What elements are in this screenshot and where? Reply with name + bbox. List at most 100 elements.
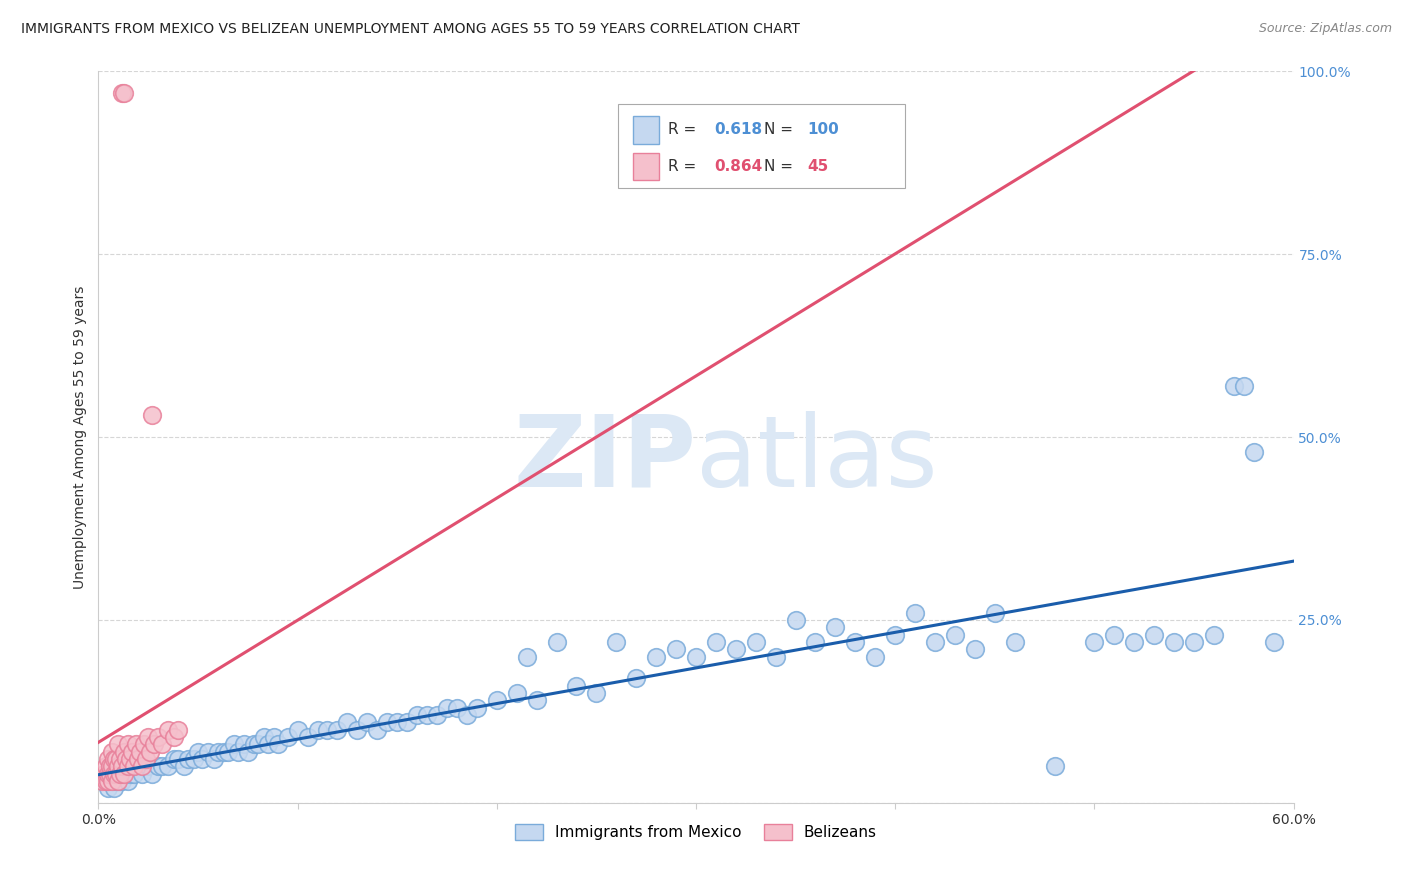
Point [105, 773, 128, 788]
Point [506, 686, 529, 700]
Point [124, 766, 146, 780]
Point [446, 700, 468, 714]
Text: 0.864: 0.864 [714, 159, 762, 174]
Point [232, 737, 254, 751]
Point [1043, 759, 1066, 773]
Point [117, 759, 139, 773]
Point [177, 752, 200, 766]
Point [98, 759, 122, 773]
Text: 100: 100 [807, 122, 839, 137]
Point [1004, 635, 1026, 649]
Point [112, 87, 135, 101]
Point [1233, 379, 1256, 393]
Point [112, 745, 135, 759]
Point [101, 745, 124, 759]
Point [207, 745, 229, 759]
Point [91, 773, 114, 788]
Point [107, 766, 129, 780]
Point [924, 635, 946, 649]
Point [191, 752, 214, 766]
Point [121, 745, 143, 759]
Point [943, 627, 966, 641]
Point [765, 649, 787, 664]
Point [665, 642, 688, 657]
Point [904, 606, 927, 620]
Point [236, 745, 259, 759]
Point [101, 773, 124, 788]
Point [97, 766, 120, 780]
Point [385, 715, 409, 730]
Point [963, 642, 986, 657]
Point [148, 730, 170, 744]
Point [127, 752, 149, 766]
Point [107, 759, 129, 773]
Text: Source: ZipAtlas.com: Source: ZipAtlas.com [1258, 22, 1392, 36]
Point [112, 766, 135, 780]
Point [103, 781, 125, 796]
Point [96, 773, 118, 788]
Bar [633, 153, 659, 180]
Point [406, 708, 429, 723]
Point [1243, 444, 1265, 458]
Point [396, 715, 419, 730]
Point [1202, 627, 1225, 641]
Point [97, 773, 120, 788]
Point [375, 715, 398, 730]
Point [167, 723, 190, 737]
Point [127, 759, 149, 773]
Point [526, 693, 548, 707]
Point [143, 737, 166, 751]
Point [197, 745, 219, 759]
Point [307, 723, 329, 737]
Point [745, 635, 768, 649]
Point [105, 752, 128, 766]
Point [1104, 627, 1126, 641]
Point [605, 635, 627, 649]
Text: N =: N = [763, 159, 793, 174]
Point [884, 627, 907, 641]
Point [1083, 635, 1105, 649]
Point [110, 752, 132, 766]
Point [110, 766, 132, 780]
Point [187, 745, 209, 759]
Point [724, 642, 747, 657]
Text: R =: R = [668, 122, 702, 137]
Point [148, 759, 170, 773]
Point [1123, 635, 1146, 649]
Bar [633, 116, 659, 144]
Point [111, 87, 134, 101]
Point [117, 737, 139, 751]
Point [824, 620, 846, 634]
Point [129, 745, 152, 759]
Y-axis label: Unemployment Among Ages 55 to 59 years: Unemployment Among Ages 55 to 59 years [73, 285, 87, 589]
Point [243, 737, 266, 751]
Legend: Immigrants from Mexico, Belizeans: Immigrants from Mexico, Belizeans [509, 818, 883, 847]
Point [212, 745, 235, 759]
Point [1143, 627, 1166, 641]
Point [1263, 635, 1285, 649]
Point [1163, 635, 1185, 649]
Point [626, 672, 648, 686]
Text: 45: 45 [807, 159, 828, 174]
Point [287, 723, 309, 737]
Point [865, 649, 887, 664]
Point [117, 773, 139, 788]
Point [150, 759, 173, 773]
Point [93, 766, 115, 780]
Point [111, 759, 134, 773]
Point [110, 773, 132, 788]
Point [704, 635, 727, 649]
Point [246, 737, 269, 751]
Point [426, 708, 449, 723]
Point [141, 408, 163, 422]
Point [163, 730, 186, 744]
Point [202, 752, 225, 766]
Point [277, 730, 299, 744]
Point [131, 759, 153, 773]
Point [804, 635, 827, 649]
Point [105, 766, 128, 780]
Point [139, 745, 162, 759]
Point [456, 708, 478, 723]
Point [267, 737, 290, 751]
Point [226, 745, 249, 759]
